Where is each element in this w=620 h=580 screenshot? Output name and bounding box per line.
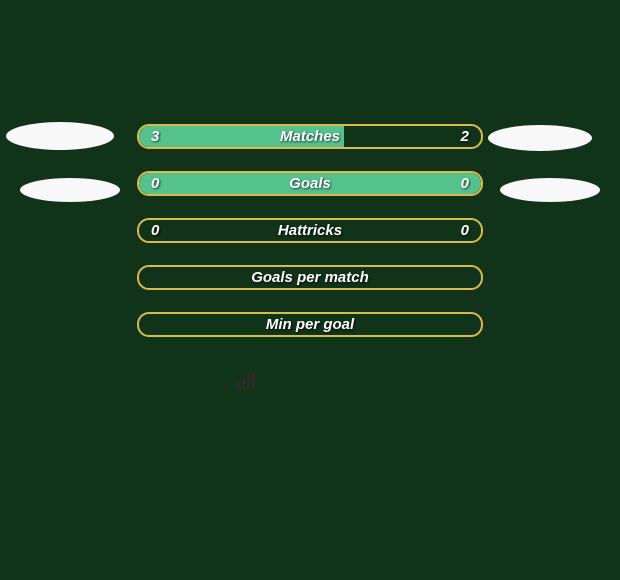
stat-value-right: 0 — [461, 220, 469, 241]
stat-row: 0Hattricks0 — [137, 218, 483, 243]
stat-row: 0Goals0 — [137, 171, 483, 196]
stat-label: Min per goal — [139, 314, 481, 335]
barchart-icon — [233, 371, 257, 391]
stat-label: Goals per match — [139, 267, 481, 288]
stat-label: Goals — [139, 173, 481, 194]
stat-row: Min per goal — [137, 312, 483, 337]
decorative-ellipse — [488, 125, 592, 151]
decorative-ellipse — [500, 178, 600, 202]
decorative-ellipse — [6, 122, 114, 150]
stat-value-right: 2 — [461, 126, 469, 147]
stat-label: Matches — [139, 126, 481, 147]
decorative-ellipse — [20, 178, 120, 202]
stat-row: 3Matches2 — [137, 124, 483, 149]
stat-value-right: 0 — [461, 173, 469, 194]
stat-label: Hattricks — [139, 220, 481, 241]
stat-row: Goals per match — [137, 265, 483, 290]
background — [0, 0, 620, 580]
